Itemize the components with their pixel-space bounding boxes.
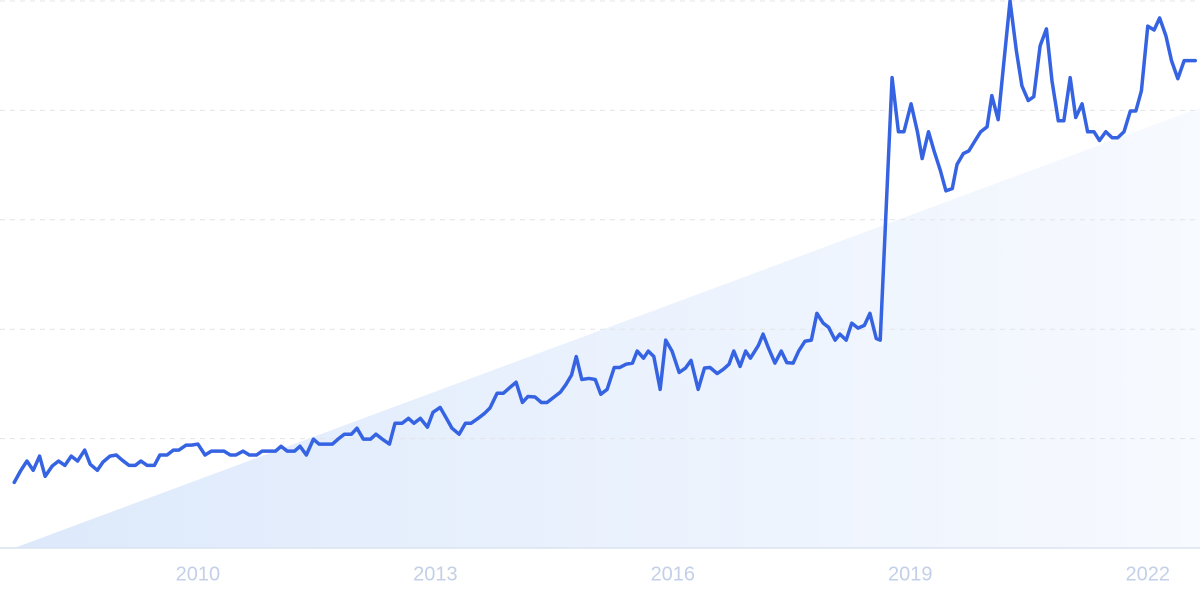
x-tick-label: 2013 (413, 563, 458, 585)
trend-line (12, 0, 1197, 485)
x-tick-label: 2010 (176, 563, 221, 585)
x-tick-label: 2019 (888, 563, 933, 585)
x-tick-label: 2016 (651, 563, 696, 585)
trend-area (14, 107, 1200, 548)
x-tick-label: 2022 (1126, 563, 1171, 585)
